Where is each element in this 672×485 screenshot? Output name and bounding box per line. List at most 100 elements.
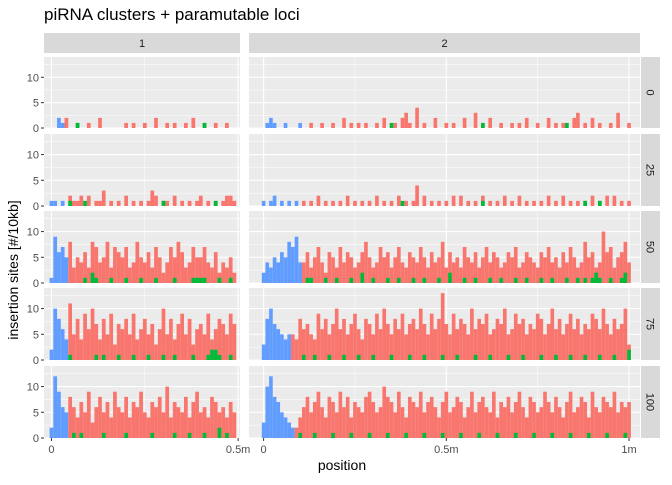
- histogram-bar-blue: [283, 339, 288, 360]
- histogram-bar-blue: [276, 329, 281, 360]
- histogram-bar-red: [309, 122, 313, 128]
- histogram-bar-red: [187, 262, 192, 283]
- histogram-bar-blue: [287, 241, 292, 283]
- histogram-bar-red: [180, 313, 184, 360]
- histogram-bar-red: [557, 318, 562, 360]
- histogram-bar-red: [360, 412, 365, 438]
- histogram-bar-red: [601, 396, 606, 438]
- panel-background: [44, 57, 240, 128]
- histogram-bar-red: [396, 391, 401, 438]
- histogram-bar-red: [382, 117, 387, 128]
- histogram-bar-red: [554, 257, 558, 283]
- histogram-bar-red: [583, 402, 588, 438]
- histogram-bar-red: [605, 195, 609, 206]
- histogram-bar-red: [579, 396, 584, 438]
- histogram-bar-red: [206, 262, 211, 283]
- histogram-bar-red: [415, 107, 419, 128]
- histogram-bar-red: [590, 195, 595, 206]
- histogram-bar-red: [232, 412, 237, 438]
- histogram-bar-red: [184, 334, 188, 360]
- histogram-bar-blue: [272, 195, 277, 206]
- histogram-bar-red: [535, 412, 540, 438]
- histogram-bar-green: [619, 277, 624, 283]
- histogram-bar-red: [131, 262, 136, 283]
- column-strip-label: 1: [139, 38, 145, 50]
- histogram-bar-green: [191, 354, 196, 360]
- histogram-bar-red: [124, 122, 128, 128]
- histogram-bar-green: [202, 277, 207, 283]
- column-strip: [249, 33, 640, 53]
- histogram-bar-green: [213, 349, 218, 360]
- histogram-bar-red: [543, 334, 547, 360]
- histogram-bar-green: [124, 277, 128, 283]
- histogram-bar-green: [154, 277, 158, 283]
- histogram-bar-red: [131, 122, 136, 128]
- histogram-bar-blue: [60, 329, 65, 360]
- histogram-bar-green: [455, 354, 460, 360]
- histogram-bar-red: [68, 303, 72, 360]
- chart-title: piRNA clusters + paramutable loci: [44, 5, 300, 24]
- histogram-bar-red: [232, 200, 237, 206]
- row-strip-label: 100: [644, 393, 656, 411]
- histogram-bar-red: [146, 252, 151, 283]
- histogram-bar-red: [499, 267, 503, 283]
- histogram-bar-red: [407, 252, 412, 283]
- histogram-bar-red: [396, 247, 401, 283]
- histogram-bar-green: [139, 277, 143, 283]
- histogram-bar-green: [473, 277, 478, 283]
- histogram-bar-red: [75, 200, 80, 206]
- histogram-bar-green: [612, 354, 617, 360]
- histogram-bar-red: [386, 396, 390, 438]
- histogram-bar-red: [221, 407, 226, 438]
- histogram-bar-red: [72, 407, 76, 438]
- histogram-bar-blue: [287, 334, 292, 360]
- histogram-bar-green: [608, 277, 613, 283]
- histogram-bar-green: [440, 432, 445, 438]
- histogram-bar-green: [228, 277, 233, 283]
- histogram-bar-red: [131, 402, 136, 438]
- histogram-bar-red: [195, 329, 199, 360]
- histogram-bar-green: [481, 122, 485, 128]
- histogram-bar-red: [619, 402, 624, 438]
- histogram-bar-red: [142, 318, 147, 360]
- panel-background: [249, 57, 640, 128]
- histogram-bar-red: [116, 407, 121, 438]
- histogram-bar-red: [154, 344, 158, 360]
- histogram-bar-blue: [265, 262, 270, 283]
- histogram-bar-red: [433, 329, 438, 360]
- histogram-bar-red: [142, 122, 147, 128]
- histogram-bar-red: [590, 252, 595, 283]
- histogram-bar-red: [429, 252, 434, 283]
- histogram-bar-red: [561, 334, 566, 360]
- histogram-bar-red: [470, 262, 474, 283]
- histogram-bar-red: [305, 324, 310, 360]
- histogram-bar-red: [389, 200, 394, 206]
- histogram-bar-red: [619, 324, 624, 360]
- histogram-bar-red: [195, 391, 199, 438]
- histogram-bar-red: [583, 241, 588, 283]
- histogram-bar-green: [623, 272, 628, 283]
- histogram-bar-red: [349, 417, 354, 438]
- column-strip-label: 2: [441, 38, 447, 50]
- histogram-bar-red: [342, 318, 346, 360]
- histogram-bar-red: [466, 407, 471, 438]
- histogram-bar-green: [356, 354, 361, 360]
- histogram-bar-green: [342, 354, 346, 360]
- histogram-bar-red: [378, 407, 383, 438]
- histogram-bar-red: [309, 200, 313, 206]
- histogram-bar-red: [404, 112, 408, 128]
- histogram-bar-red: [79, 402, 84, 438]
- histogram-bar-blue: [280, 252, 284, 283]
- histogram-bar-red: [418, 247, 423, 283]
- histogram-bar-blue: [53, 236, 58, 283]
- histogram-bar-green: [605, 432, 609, 438]
- histogram-bar-green: [389, 354, 394, 360]
- panel-background: [249, 134, 640, 206]
- histogram-bar-red: [543, 391, 547, 438]
- histogram-bar-green: [210, 349, 214, 360]
- histogram-bar-red: [484, 313, 489, 360]
- histogram-bar-red: [86, 122, 91, 128]
- histogram-bar-red: [492, 391, 496, 438]
- histogram-bar-blue: [283, 257, 288, 283]
